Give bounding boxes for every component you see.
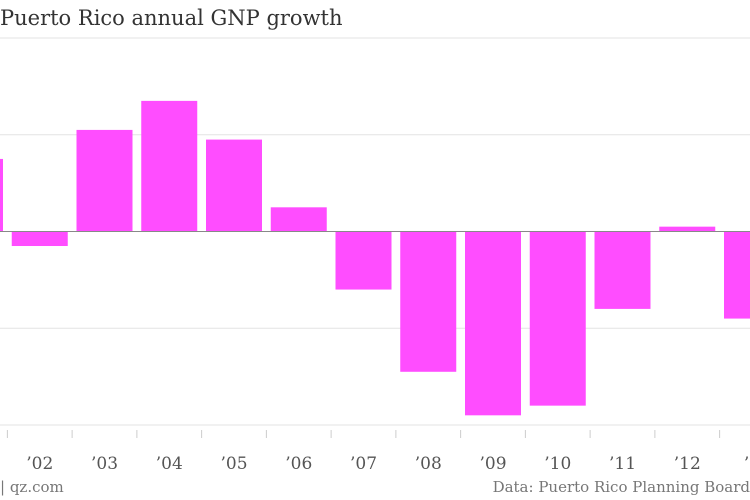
x-tick-label: ’05 (220, 454, 247, 474)
bar (76, 129, 133, 232)
bar (724, 231, 750, 319)
bar (400, 231, 457, 372)
x-tick-label: ’11 (609, 454, 636, 474)
x-axis-tick-labels: ’02 ’03 ’04 ’05 ’06 ’07 ’08 ’09 ’10 ’11 ’12 ’1 (26, 454, 750, 474)
x-tick-label: ’08 (415, 454, 442, 474)
x-axis-ticks (6, 430, 721, 438)
chart-title: Puerto Rico annual GNP growth (0, 6, 343, 30)
bar (141, 100, 198, 232)
x-tick-label: ’07 (350, 454, 377, 474)
bar (11, 231, 68, 247)
bar (0, 158, 3, 232)
bar (594, 231, 651, 309)
x-tick-label: ’03 (91, 454, 118, 474)
bar (270, 207, 327, 232)
bar (465, 231, 521, 416)
chart-title-text: Puerto Rico annual GNP growth (0, 6, 343, 30)
bar (335, 231, 392, 290)
bar (529, 231, 586, 406)
bars (0, 100, 750, 416)
data-source: Data: Puerto Rico Planning Board (492, 478, 750, 496)
x-tick-label: ’06 (285, 454, 312, 474)
bar (659, 226, 716, 232)
x-tick-label: ’1 (744, 454, 750, 474)
x-tick-label: ’09 (479, 454, 506, 474)
x-tick-label: ’10 (544, 454, 571, 474)
x-tick-label: ’12 (674, 454, 701, 474)
x-tick-label: ’02 (26, 454, 53, 474)
x-tick-label: ’04 (156, 454, 183, 474)
source-credit: | qz.com (0, 478, 64, 496)
bar (206, 139, 262, 232)
